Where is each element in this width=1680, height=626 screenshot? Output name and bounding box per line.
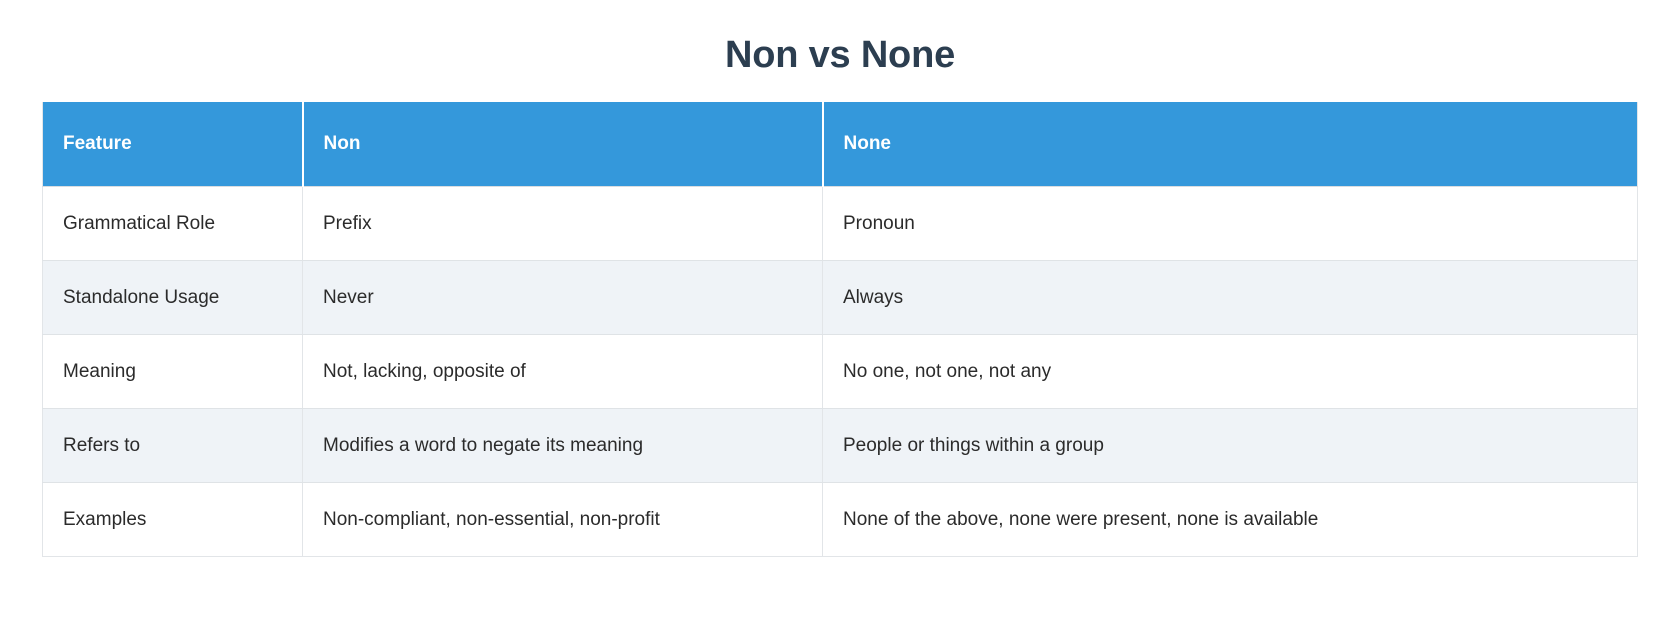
table-row: Refers to Modifies a word to negate its … <box>42 408 1638 483</box>
cell-none: People or things within a group <box>822 408 1638 483</box>
comparison-table-container: Feature Non None Grammatical Role Prefix… <box>42 101 1638 557</box>
table-row: Standalone Usage Never Always <box>42 260 1638 335</box>
page-title: Non vs None <box>724 34 956 76</box>
cell-non: Never <box>302 260 823 335</box>
cell-non: Modifies a word to negate its meaning <box>302 408 823 483</box>
cell-none: Always <box>822 260 1638 335</box>
cell-feature: Grammatical Role <box>42 186 303 261</box>
table-row: Grammatical Role Prefix Pronoun <box>42 186 1638 261</box>
cell-feature: Examples <box>42 482 303 557</box>
cell-feature: Meaning <box>42 334 303 409</box>
cell-none: No one, not one, not any <box>822 334 1638 409</box>
cell-none: Pronoun <box>822 186 1638 261</box>
cell-feature: Standalone Usage <box>42 260 303 335</box>
cell-non: Not, lacking, opposite of <box>302 334 823 409</box>
column-header-non[interactable]: Non <box>302 101 824 187</box>
cell-feature: Refers to <box>42 408 303 483</box>
table-header: Feature Non None <box>42 101 1638 187</box>
column-header-none[interactable]: None <box>822 101 1638 187</box>
table-row: Meaning Not, lacking, opposite of No one… <box>42 334 1638 409</box>
table-body: Grammatical Role Prefix Pronoun Standalo… <box>42 186 1638 557</box>
cell-non: Prefix <box>302 186 823 261</box>
cell-none: None of the above, none were present, no… <box>822 482 1638 557</box>
column-header-feature[interactable]: Feature <box>42 101 304 187</box>
table-row: Examples Non-compliant, non-essential, n… <box>42 482 1638 557</box>
comparison-table: Feature Non None Grammatical Role Prefix… <box>42 101 1638 557</box>
table-header-row: Feature Non None <box>42 101 1638 187</box>
cell-non: Non-compliant, non-essential, non-profit <box>302 482 823 557</box>
